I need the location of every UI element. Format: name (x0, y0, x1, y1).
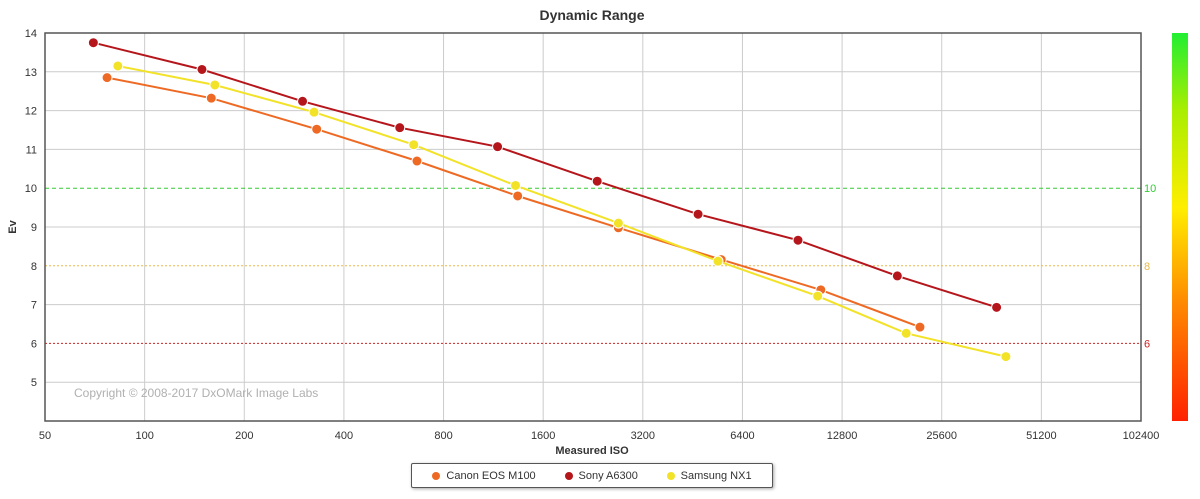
plot-area-border (44, 32, 1142, 422)
data-point[interactable] (205, 92, 217, 104)
reference-line-label: 8 (1144, 261, 1150, 273)
y-tick-label: 10 (25, 183, 37, 195)
y-axis-ticks: 5 6 7 8 9 10 11 12 13 14 (25, 28, 37, 389)
series-line (93, 41, 997, 309)
x-tick-label: 200 (235, 430, 253, 442)
y-tick-label: 11 (26, 144, 37, 156)
y-tick-label: 13 (25, 67, 37, 79)
data-point[interactable] (612, 217, 624, 229)
data-point[interactable] (812, 290, 824, 302)
data-point[interactable] (512, 190, 524, 202)
series-layer (87, 37, 1012, 363)
data-point[interactable] (591, 175, 603, 187)
y-tick-label: 14 (25, 28, 37, 40)
y-tick-label: 12 (25, 106, 37, 118)
x-tick-label: 6400 (730, 430, 754, 442)
x-axis-ticks: 50 100 200 400 800 1600 3200 6400 12800 25600 5120… (39, 430, 1159, 442)
legend-item-sony[interactable]: Sony A6300 (564, 469, 638, 482)
legend-label-canon: Canon EOS M100 (446, 469, 536, 482)
y-tick-label: 7 (31, 300, 37, 312)
data-point[interactable] (87, 37, 99, 49)
data-point[interactable] (712, 255, 724, 267)
x-tick-label: 51200 (1026, 430, 1057, 442)
legend: Canon EOS M100 Sony A6300 Samsung NX1 (411, 463, 773, 488)
legend-label-sony: Sony A6300 (578, 469, 638, 482)
x-tick-label: 3200 (631, 430, 655, 442)
x-axis-title: Measured ISO (555, 445, 629, 457)
data-point[interactable] (297, 95, 309, 107)
reference-line-label: 6 (1144, 338, 1150, 350)
reference-lines: 10 8 6 (45, 183, 1156, 350)
y-axis-title: Ev (7, 219, 19, 233)
x-tick-label: 12800 (827, 430, 858, 442)
legend-marker-canon (432, 471, 441, 480)
x-tick-label: 50 (39, 430, 51, 442)
data-point[interactable] (408, 139, 420, 151)
series-line (117, 65, 1007, 358)
data-point[interactable] (914, 321, 926, 333)
reference-line-label: 10 (1144, 183, 1156, 195)
data-point[interactable] (991, 301, 1003, 313)
data-point[interactable] (510, 179, 522, 191)
data-point[interactable] (891, 270, 903, 282)
data-point[interactable] (1000, 351, 1012, 363)
legend-marker-samsung (666, 471, 675, 480)
legend-item-canon[interactable]: Canon EOS M100 (432, 469, 536, 482)
data-point[interactable] (394, 122, 406, 134)
legend-label-samsung: Samsung NX1 (680, 469, 752, 482)
data-point[interactable] (792, 234, 804, 246)
data-point[interactable] (308, 106, 320, 118)
y-tick-label: 9 (31, 222, 37, 234)
x-tick-label: 25600 (926, 430, 957, 442)
data-point[interactable] (209, 79, 221, 91)
data-point[interactable] (101, 72, 113, 84)
y-tick-label: 6 (31, 338, 37, 350)
chart-title: Dynamic Range (539, 7, 644, 23)
legend-marker-sony (564, 471, 573, 480)
legend-item-samsung[interactable]: Samsung NX1 (666, 469, 752, 482)
x-tick-label: 400 (335, 430, 353, 442)
y-tick-label: 8 (31, 261, 37, 273)
x-tick-label: 102400 (1123, 430, 1160, 442)
y-tick-label: 5 (31, 377, 37, 389)
data-point[interactable] (196, 63, 208, 75)
data-point[interactable] (112, 60, 124, 72)
data-point[interactable] (311, 123, 323, 135)
x-tick-label: 800 (434, 430, 452, 442)
data-point[interactable] (492, 141, 504, 153)
color-scale-bar (1172, 33, 1188, 421)
copyright-notice: Copyright © 2008-2017 DxOMark Image Labs (74, 386, 318, 400)
grid (45, 33, 1141, 421)
data-point[interactable] (692, 208, 704, 220)
data-point[interactable] (411, 155, 423, 167)
x-tick-label: 1600 (531, 430, 555, 442)
data-point[interactable] (900, 327, 912, 339)
x-tick-label: 100 (135, 430, 153, 442)
